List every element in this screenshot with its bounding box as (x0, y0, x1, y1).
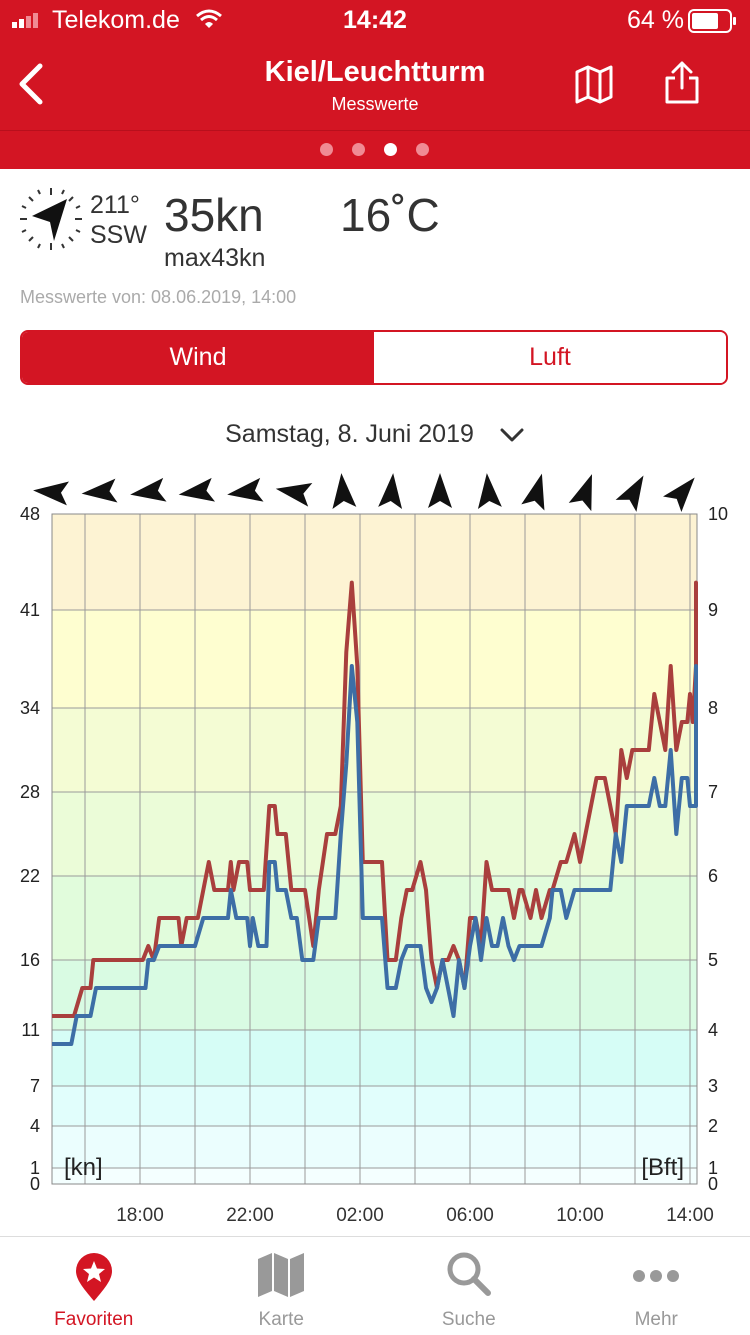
measurement-timestamp: Messwerte von: 08.06.2019, 14:00 (20, 287, 296, 308)
tab-label: Suche (375, 1309, 563, 1331)
wind-direction-arrow (177, 478, 215, 507)
tab-suche[interactable]: Suche (375, 1237, 563, 1335)
tab-label: Mehr (563, 1309, 750, 1331)
wind-direction-arrow (663, 470, 704, 512)
right-tick-label: 9 (708, 600, 718, 620)
wind-direction-arrow (378, 472, 405, 509)
search-icon (446, 1251, 492, 1297)
wind-direction-arrow (475, 472, 502, 509)
map-icon (255, 1251, 307, 1297)
date-label: Samstag, 8. Juni 2019 (225, 420, 474, 448)
wind-direction-arrow (569, 470, 604, 511)
wind-band (52, 1030, 697, 1086)
left-tick-label: 0 (30, 1174, 40, 1194)
left-tick-label: 22 (20, 866, 40, 886)
right-tick-label: 5 (708, 950, 718, 970)
wind-direction-arrow (428, 473, 452, 508)
right-tick-label: 2 (708, 1116, 718, 1136)
right-tick-label: 4 (708, 1020, 718, 1040)
wind-band (52, 514, 697, 610)
wind-max-value: max43kn (164, 244, 265, 273)
left-tick-label: 41 (20, 600, 40, 620)
left-tick-label: 16 (20, 950, 40, 970)
tab-label: Favoriten (0, 1309, 188, 1331)
wind-direction-degrees: 211° (90, 190, 147, 220)
right-tick-label: 6 (708, 866, 718, 886)
right-unit-label: [Bft] (641, 1154, 684, 1181)
chevron-down-icon (499, 421, 525, 450)
share-icon[interactable] (662, 60, 702, 111)
page-indicator (0, 130, 750, 169)
left-tick-label: 48 (20, 504, 40, 524)
more-dots-icon (631, 1251, 681, 1297)
wind-band (52, 1086, 697, 1126)
wind-direction-arrow (329, 472, 356, 509)
segment-luft[interactable]: Luft (374, 332, 726, 383)
wind-speed-value: 35kn (164, 188, 264, 242)
left-unit-label: [kn] (64, 1154, 103, 1181)
x-tick-label: 10:00 (556, 1205, 604, 1226)
date-selector[interactable]: Samstag, 8. Juni 2019 (0, 420, 750, 450)
wind-band (52, 1126, 697, 1168)
right-tick-label: 8 (708, 698, 718, 718)
tab-bar: Favoriten Karte Suche Mehr (0, 1236, 750, 1335)
page-dot[interactable] (352, 143, 365, 156)
wind-direction-arrow (81, 479, 118, 506)
status-bar: Telekom.de 14:42 64 % (0, 0, 750, 40)
nav-bar: Kiel/Leuchtturm Messwerte (0, 40, 750, 130)
left-tick-label: 34 (20, 698, 40, 718)
segment-wind[interactable]: Wind (22, 332, 374, 383)
left-tick-label: 4 (30, 1116, 40, 1136)
left-tick-label: 11 (21, 1020, 40, 1040)
wind-direction: 211° SSW (90, 190, 147, 250)
right-tick-label: 10 (708, 504, 728, 524)
tab-label: Karte (188, 1309, 376, 1331)
temperature-value: 16˚C (340, 188, 440, 242)
wind-direction-arrow (616, 470, 654, 512)
wind-direction-arrow (521, 471, 553, 511)
page-subtitle: Messwerte (0, 94, 750, 115)
tab-karte[interactable]: Karte (188, 1237, 376, 1335)
tab-mehr[interactable]: Mehr (563, 1237, 750, 1335)
favorites-pin-icon (72, 1251, 116, 1303)
x-tick-label: 02:00 (336, 1205, 384, 1226)
x-tick-label: 22:00 (226, 1205, 274, 1226)
wind-band (52, 610, 697, 708)
wind-direction-arrow (274, 477, 313, 507)
wind-band (52, 1168, 697, 1184)
tab-favoriten[interactable]: Favoriten (0, 1237, 188, 1335)
page-title: Kiel/Leuchtturm (0, 56, 750, 89)
left-tick-label: 7 (30, 1076, 40, 1096)
compass-icon (18, 186, 84, 257)
page-dot[interactable] (320, 143, 333, 156)
page-dot-active[interactable] (384, 143, 397, 156)
wind-direction-arrow (226, 478, 264, 507)
right-tick-label: 3 (708, 1076, 718, 1096)
page-dot[interactable] (416, 143, 429, 156)
wind-direction-name: SSW (90, 220, 147, 250)
right-tick-label: 0 (708, 1174, 718, 1194)
wind-direction-arrow (32, 478, 69, 505)
x-tick-label: 18:00 (116, 1205, 164, 1226)
map-icon[interactable] (574, 64, 614, 109)
right-tick-label: 7 (708, 782, 718, 802)
battery-icon (688, 9, 738, 38)
battery-percent: 64 % (627, 6, 684, 35)
x-tick-label: 14:00 (666, 1205, 714, 1226)
wind-air-segmented-control: Wind Luft (20, 330, 728, 385)
left-tick-label: 28 (20, 782, 40, 802)
wind-direction-arrow (129, 478, 167, 507)
x-tick-label: 06:00 (446, 1205, 494, 1226)
